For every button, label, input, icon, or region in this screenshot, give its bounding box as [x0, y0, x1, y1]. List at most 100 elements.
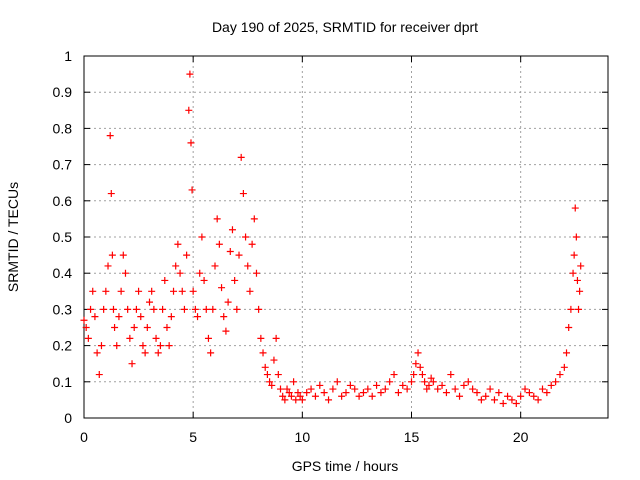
- data-point: [119, 251, 127, 259]
- data-point: [191, 305, 199, 313]
- data-point: [290, 378, 298, 386]
- data-point: [534, 396, 542, 404]
- data-point: [82, 324, 90, 331]
- data-point: [298, 396, 306, 404]
- data-point: [423, 385, 431, 393]
- data-point: [261, 363, 269, 371]
- data-point: [250, 215, 258, 223]
- data-point: [429, 378, 437, 386]
- data-point: [102, 287, 110, 295]
- data-point: [359, 389, 367, 397]
- data-point: [447, 371, 455, 379]
- data-point: [207, 349, 215, 357]
- y-tick-label: 0.7: [53, 157, 73, 173]
- data-point: [246, 287, 254, 295]
- data-point: [111, 324, 119, 331]
- data-point: [176, 269, 184, 277]
- data-point: [333, 378, 341, 386]
- data-point: [570, 251, 578, 259]
- data-point: [233, 305, 241, 313]
- data-point: [539, 385, 546, 393]
- data-point: [421, 378, 429, 386]
- data-point: [364, 385, 372, 393]
- data-point: [209, 305, 217, 313]
- data-point: [108, 251, 116, 259]
- data-point: [248, 240, 256, 248]
- data-point: [252, 269, 260, 277]
- data-point: [381, 385, 389, 393]
- data-point: [141, 349, 149, 357]
- data-point: [174, 240, 182, 248]
- data-point: [473, 389, 481, 397]
- data-point: [97, 342, 105, 350]
- data-point: [198, 233, 206, 241]
- data-point: [213, 215, 221, 223]
- x-axis-label: GPS time / hours: [292, 458, 399, 474]
- data-point: [508, 396, 516, 404]
- data-point: [410, 371, 418, 379]
- data-point: [194, 313, 202, 321]
- data-point: [220, 313, 228, 321]
- data-point: [556, 371, 564, 379]
- data-point: [563, 349, 571, 357]
- data-point: [279, 392, 287, 400]
- data-point: [178, 287, 186, 295]
- data-point: [224, 298, 232, 306]
- data-point: [418, 371, 426, 379]
- data-point: [346, 381, 354, 389]
- data-point: [575, 305, 583, 313]
- y-tick-label: 0.6: [53, 193, 73, 209]
- data-point: [477, 396, 485, 404]
- data-point: [185, 106, 193, 114]
- y-tick-label: 0.3: [53, 301, 73, 317]
- data-point: [113, 342, 121, 350]
- data-point: [239, 190, 247, 198]
- data-point: [115, 313, 123, 321]
- x-tick-label: 10: [295, 429, 311, 445]
- data-point: [187, 139, 195, 147]
- data-point: [316, 381, 324, 389]
- data-point: [87, 305, 95, 313]
- data-point: [577, 262, 585, 270]
- data-point: [211, 262, 219, 270]
- data-point: [552, 378, 560, 386]
- data-point: [172, 262, 180, 270]
- y-tick-label: 0.5: [53, 229, 73, 245]
- data-point: [154, 349, 162, 357]
- data-point: [530, 392, 538, 400]
- data-point: [294, 389, 302, 397]
- data-point: [547, 381, 555, 389]
- data-point: [180, 305, 188, 313]
- data-point: [188, 186, 196, 194]
- data-point: [355, 392, 363, 400]
- data-point: [567, 305, 575, 313]
- data-point: [107, 190, 115, 198]
- data-point: [242, 233, 250, 241]
- y-axis-label: SRMTID / TECUs: [5, 182, 21, 292]
- data-point: [183, 251, 191, 259]
- data-point: [351, 385, 359, 393]
- data-point: [495, 389, 503, 397]
- data-point: [338, 392, 346, 400]
- data-point: [274, 371, 282, 379]
- data-point: [152, 334, 160, 342]
- data-point: [283, 385, 291, 393]
- data-point: [218, 284, 226, 292]
- data-point: [285, 389, 293, 397]
- data-point: [189, 287, 197, 295]
- data-point: [148, 287, 156, 295]
- data-point: [571, 204, 579, 212]
- x-tick-label: 15: [404, 429, 420, 445]
- y-tick-label: 0.1: [53, 374, 73, 390]
- y-tick-label: 0.4: [53, 265, 73, 281]
- data-point: [368, 392, 376, 400]
- data-point: [244, 262, 252, 270]
- data-point: [572, 233, 580, 241]
- data-point: [296, 392, 304, 400]
- data-point: [412, 360, 420, 368]
- data-point: [525, 389, 533, 397]
- data-point: [427, 374, 435, 382]
- data-point: [482, 392, 490, 400]
- data-point: [167, 313, 175, 321]
